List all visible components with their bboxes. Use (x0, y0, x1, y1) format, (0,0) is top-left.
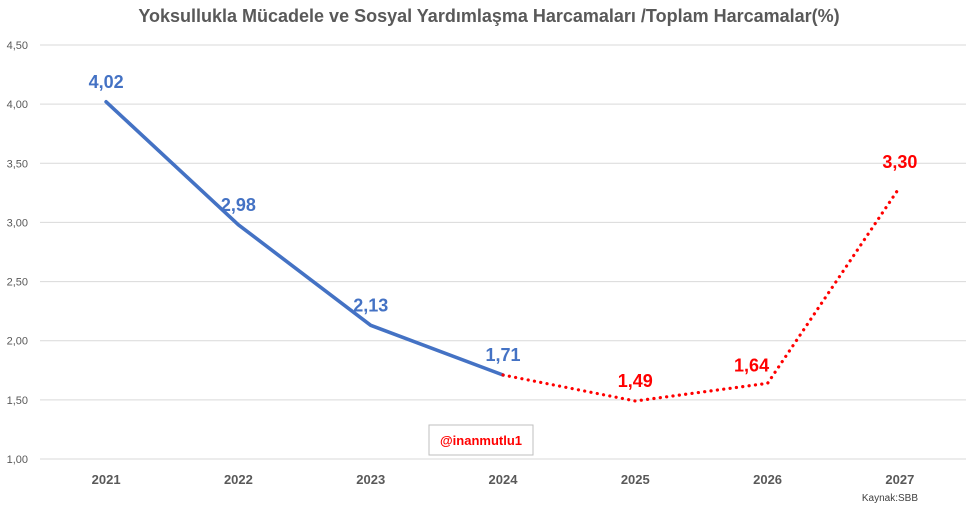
data-label-2021: 4,02 (89, 72, 124, 92)
data-label-2026: 1,64 (734, 355, 769, 375)
y-tick-label: 3,50 (7, 158, 28, 170)
grid-lines (40, 44, 966, 460)
source-note: Kaynak:SBB (862, 493, 918, 504)
series-group (104, 100, 902, 403)
x-axis: 2021 2022 2023 2024 2025 2026 2027 (92, 472, 915, 487)
y-tick-label: 2,00 (7, 336, 28, 348)
series-line-forecast (501, 185, 902, 403)
data-label-2023: 2,13 (353, 295, 388, 315)
x-tick-label: 2026 (753, 472, 782, 487)
y-tick-label: 3,00 (7, 217, 28, 229)
watermark-box: @inanmutlu1 (428, 424, 534, 456)
data-label-2022: 2,98 (221, 195, 256, 215)
x-tick-label: 2023 (356, 472, 385, 487)
chart-title: Yoksullukla Mücadele ve Sosyal Yardımlaş… (138, 6, 839, 26)
y-tick-label: 4,00 (7, 99, 28, 111)
data-label-2027: 3,30 (882, 152, 917, 172)
data-label-2024: 1,71 (485, 345, 520, 365)
x-tick-label: 2025 (621, 472, 650, 487)
x-tick-label: 2022 (224, 472, 253, 487)
y-tick-label: 1,00 (7, 454, 28, 466)
y-tick-label: 1,50 (7, 395, 28, 407)
x-tick-label: 2027 (885, 472, 914, 487)
x-tick-label: 2021 (92, 472, 121, 487)
y-axis: 1,00 1,50 2,00 2,50 3,00 3,50 4,00 4,50 (7, 40, 28, 466)
x-tick-label: 2024 (489, 472, 519, 487)
data-label-2025: 1,49 (618, 371, 653, 391)
data-labels: 4,02 2,98 2,13 1,71 1,49 1,64 3,30 (89, 72, 918, 391)
y-tick-label: 2,50 (7, 277, 28, 289)
watermark: @inanmutlu1 (440, 433, 522, 448)
series-line-actual (104, 100, 505, 377)
y-tick-label: 4,50 (7, 40, 28, 52)
